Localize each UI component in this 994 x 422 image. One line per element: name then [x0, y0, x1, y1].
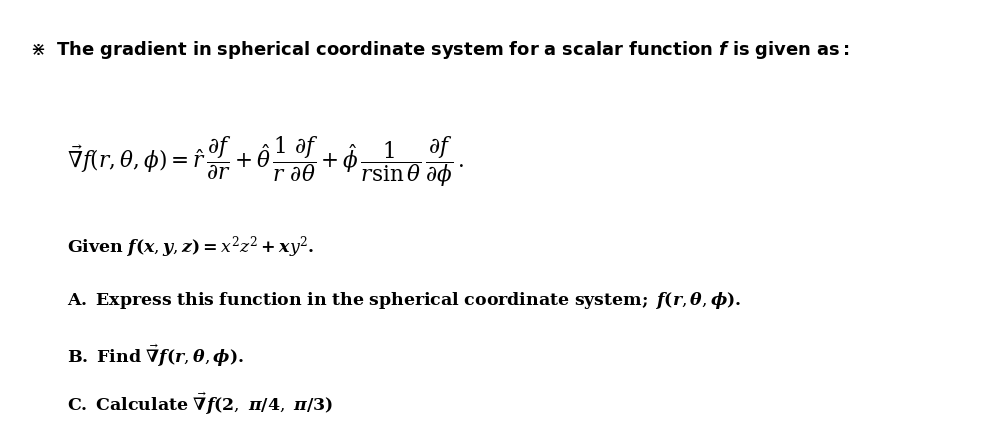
Text: $\vec{\nabla}f(r,\theta,\phi) = \hat{r}\,\dfrac{\partial f}{\partial r}+\hat{\th: $\vec{\nabla}f(r,\theta,\phi) = \hat{r}\… [67, 135, 463, 189]
Text: $\mathbf{Given}$ $\boldsymbol{f(x, y, z) = x^2z^2 + xy^2}$$\mathbf{.}$: $\mathbf{Given}$ $\boldsymbol{f(x, y, z)… [67, 235, 314, 260]
Text: $\mathbf{B.\ Find\ }\vec{\boldsymbol{\nabla}}\boldsymbol{f(r,\theta,\phi)}\mathb: $\mathbf{B.\ Find\ }\vec{\boldsymbol{\na… [67, 342, 244, 369]
Text: $\divideontimes$  $\mathbf{The\ gradient\ in\ spherical\ coordinate\ system\ for: $\divideontimes$ $\mathbf{The\ gradient\… [30, 39, 849, 61]
Text: $\mathbf{C.\ Calculate\ }\vec{\boldsymbol{\nabla}}\boldsymbol{f(2,\ \pi/4,\ \pi/: $\mathbf{C.\ Calculate\ }\vec{\boldsymbo… [67, 390, 333, 417]
Text: $\mathbf{A.\ Express\ this\ function\ in\ the\ spherical\ coordinate\ system;\ }: $\mathbf{A.\ Express\ this\ function\ in… [67, 290, 741, 311]
